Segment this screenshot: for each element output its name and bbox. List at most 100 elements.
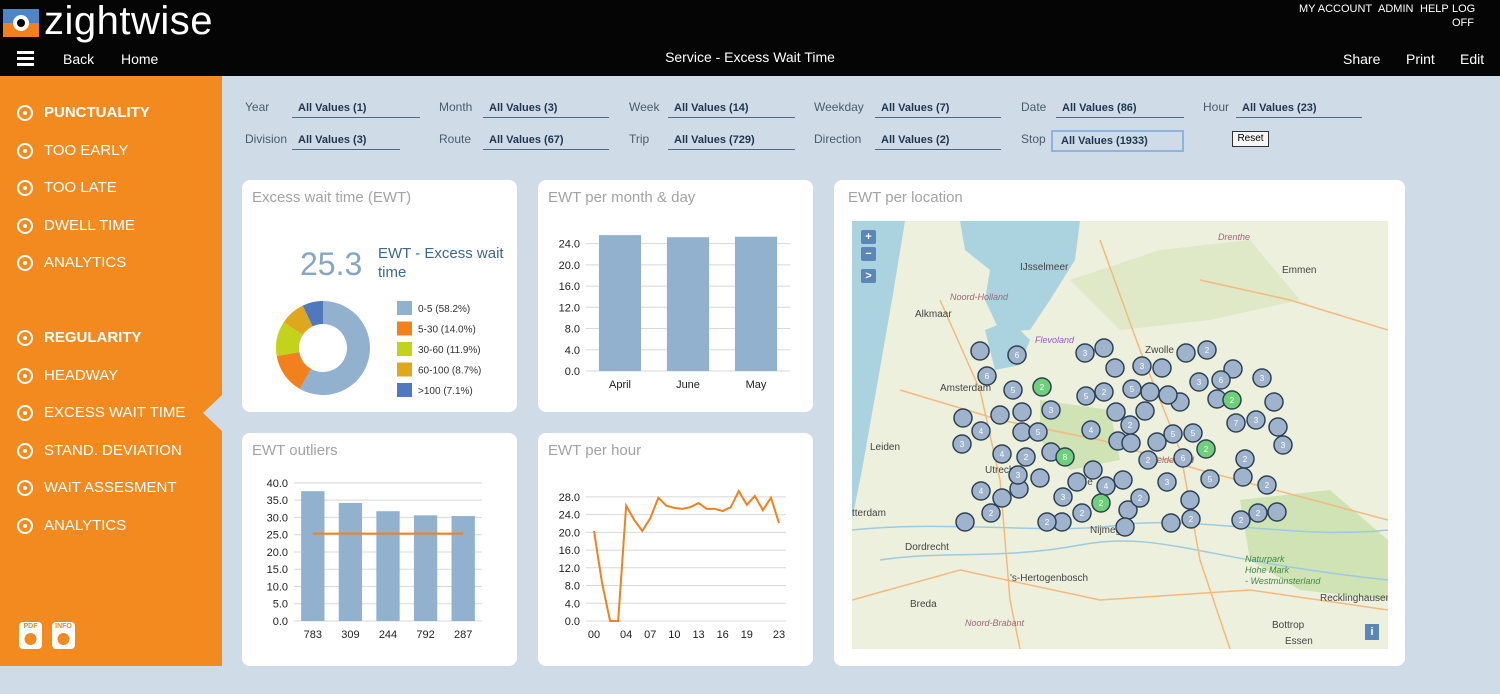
map-cluster[interactable] [1173, 448, 1193, 468]
map-cluster[interactable] [1105, 358, 1125, 378]
map-cluster[interactable] [1113, 470, 1133, 490]
map-control[interactable]: > [861, 269, 876, 283]
map-cluster[interactable] [952, 434, 972, 454]
menu-item[interactable]: ANALYTICS [44, 517, 127, 534]
map-cluster[interactable] [1132, 356, 1152, 376]
menu-item[interactable]: EXCESS WAIT TIME [44, 404, 186, 422]
map-cluster[interactable] [1267, 502, 1287, 522]
menu-item[interactable]: STAND. DEVIATION [44, 441, 182, 459]
map-cluster[interactable] [1264, 392, 1284, 412]
map-control[interactable]: − [861, 247, 876, 261]
top-link[interactable]: LOG OFF [1452, 3, 1476, 29]
map-cluster[interactable] [1196, 439, 1216, 459]
menu-section[interactable]: PUNCTUALITY [44, 104, 150, 121]
map-cluster[interactable] [1231, 510, 1251, 530]
map-cluster[interactable] [1138, 450, 1158, 470]
map-cluster[interactable] [1223, 359, 1243, 379]
menu-item[interactable]: TOO LATE [44, 179, 117, 197]
map-cluster[interactable] [953, 408, 973, 428]
map-cluster[interactable] [992, 444, 1012, 464]
menu-button[interactable] [17, 50, 37, 66]
filter-dropdown[interactable]: All Values (1933) [1051, 130, 1184, 152]
map-cluster[interactable] [1083, 460, 1103, 480]
map-cluster[interactable] [1180, 490, 1200, 510]
filter-dropdown[interactable]: All Values (14) [668, 99, 795, 118]
map-cluster[interactable] [1233, 467, 1253, 487]
map-cluster[interactable] [1028, 422, 1048, 442]
map-cluster[interactable] [955, 512, 975, 532]
reset-button[interactable]: Reset [1232, 131, 1269, 147]
top-link[interactable]: MY ACCOUNT [1299, 3, 1373, 15]
menu-item[interactable]: ANALYTICS [44, 254, 127, 272]
map-cluster[interactable] [1135, 401, 1155, 421]
map-cluster[interactable] [1176, 343, 1196, 363]
map-cluster[interactable] [1012, 402, 1032, 422]
map-cluster[interactable] [992, 488, 1012, 508]
map-cluster[interactable] [1072, 503, 1092, 523]
menu-item[interactable]: HEADWAY [44, 366, 119, 384]
menu-item[interactable]: DWELL TIME [44, 216, 135, 234]
map-cluster[interactable] [1032, 377, 1052, 397]
map-cluster[interactable] [1041, 400, 1061, 420]
filter-dropdown[interactable]: All Values (729) [668, 131, 795, 150]
map-cluster[interactable] [1016, 447, 1036, 467]
map-cluster[interactable] [1189, 372, 1209, 392]
map-cluster[interactable] [1076, 386, 1096, 406]
map-cluster[interactable] [1094, 382, 1114, 402]
map-cluster[interactable] [1257, 475, 1277, 495]
map-cluster[interactable] [1053, 487, 1073, 507]
doc-icon[interactable]: INFO [52, 622, 75, 649]
map-cluster[interactable] [1094, 338, 1114, 358]
filter-dropdown[interactable]: All Values (1) [292, 99, 420, 118]
filter-dropdown[interactable]: All Values (67) [483, 131, 609, 150]
map-cluster[interactable] [1246, 410, 1266, 430]
map-cluster[interactable] [1008, 465, 1028, 485]
map-cluster[interactable] [1222, 390, 1242, 410]
map-cluster[interactable] [1152, 358, 1172, 378]
map-cluster[interactable] [970, 341, 990, 361]
map-info[interactable]: i [1365, 624, 1379, 640]
map-cluster[interactable] [1007, 345, 1027, 365]
map-cluster[interactable] [1147, 432, 1167, 452]
map-control[interactable]: + [861, 230, 876, 244]
map-cluster[interactable] [1091, 493, 1111, 513]
filter-dropdown[interactable]: All Values (23) [1236, 99, 1362, 118]
action-link[interactable]: Share [1343, 51, 1381, 67]
map-cluster[interactable] [1121, 433, 1141, 453]
top-link[interactable]: HELP [1420, 3, 1449, 15]
map-cluster[interactable] [977, 366, 997, 386]
map-cluster[interactable] [1140, 382, 1160, 402]
menu-section[interactable]: REGULARITY [44, 329, 142, 346]
map-cluster[interactable] [1067, 472, 1087, 492]
map-cluster[interactable] [1273, 435, 1293, 455]
filter-dropdown[interactable]: All Values (3) [483, 99, 609, 118]
map-cluster[interactable] [1211, 370, 1231, 390]
nav-link[interactable]: Home [121, 51, 159, 67]
doc-icon[interactable]: PDF [19, 622, 42, 649]
filter-dropdown[interactable]: All Values (86) [1056, 99, 1184, 118]
map-cluster[interactable] [1157, 472, 1177, 492]
map-cluster[interactable] [971, 481, 991, 501]
map-cluster[interactable] [990, 405, 1010, 425]
map-cluster[interactable] [1075, 343, 1095, 363]
filter-dropdown[interactable]: All Values (3) [292, 131, 400, 150]
map-cluster[interactable] [1248, 503, 1268, 523]
map-cluster[interactable] [1158, 385, 1178, 405]
top-link[interactable]: ADMIN [1378, 3, 1414, 15]
map-cluster[interactable] [1268, 417, 1288, 437]
filter-dropdown[interactable]: All Values (2) [875, 131, 1001, 150]
menu-item[interactable]: WAIT ASSESMENT [44, 479, 177, 497]
map-cluster[interactable] [981, 503, 1001, 523]
map-cluster[interactable] [1130, 488, 1150, 508]
nav-link[interactable]: Back [63, 51, 95, 67]
action-link[interactable]: Print [1406, 51, 1435, 67]
menu-item[interactable]: TOO EARLY [44, 141, 129, 159]
map-cluster[interactable] [1197, 340, 1217, 360]
map-cluster[interactable] [1081, 420, 1101, 440]
map-cluster[interactable] [1235, 449, 1255, 469]
map-cluster[interactable] [1037, 512, 1057, 532]
action-link[interactable]: Edit [1460, 51, 1485, 67]
map-cluster[interactable] [1200, 469, 1220, 489]
map-cluster[interactable] [971, 421, 991, 441]
map-cluster[interactable] [1161, 513, 1181, 533]
